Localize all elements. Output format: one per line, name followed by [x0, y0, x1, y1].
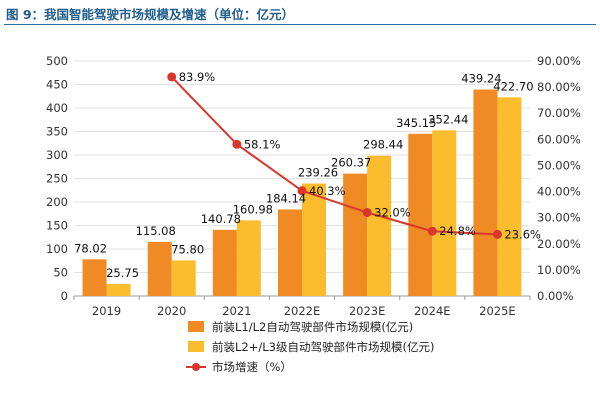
growth-point	[167, 72, 177, 82]
y-axis-left: 0 50 100 150 200 250 300 350 400 450 500	[46, 54, 68, 303]
growth-label: 23.6%	[504, 227, 541, 241]
legend-swatch-l1-l2	[188, 321, 204, 332]
x-axis: 2019 2020 2021 2022E 2023E 2024E 2025E	[73, 296, 531, 318]
bar-l2plus-l3	[367, 155, 392, 296]
bar-l2plus-l3	[236, 220, 261, 296]
title-rule	[4, 24, 596, 25]
growth-point	[232, 139, 242, 149]
growth-label: 24.8%	[439, 224, 476, 238]
y-left-tick: 200	[46, 195, 68, 209]
y-right-tick: 60.00%	[537, 132, 581, 146]
bar-l2plus-l3	[497, 97, 522, 297]
y-right-tick: 0.00%	[537, 289, 574, 303]
bar-l2plus-l3-label: 352.44	[428, 112, 468, 126]
y-right-tick: 20.00%	[537, 237, 581, 251]
bar-l1-l2-label: 115.08	[136, 224, 176, 238]
growth-label: 40.3%	[309, 184, 346, 198]
bar-l1-l2-label: 140.78	[201, 212, 241, 226]
bar-l2plus-l3-label: 239.26	[298, 166, 338, 180]
y-left-tick: 500	[46, 54, 68, 68]
bar-l2plus-l3-label: 75.80	[171, 242, 204, 256]
y-right-tick: 50.00%	[537, 158, 581, 172]
x-tick-label: 2023E	[349, 304, 386, 318]
y-right-tick: 40.00%	[537, 185, 581, 199]
y-right-tick: 70.00%	[537, 106, 581, 120]
y-right-tick: 10.00%	[537, 263, 581, 277]
growth-label: 58.1%	[244, 137, 281, 151]
x-tick-label: 2025E	[479, 304, 516, 318]
bar-l1-l2	[343, 173, 368, 296]
growth-line-series	[167, 72, 502, 239]
y-left-tick: 100	[46, 242, 68, 256]
bar-l1-l2	[212, 229, 237, 296]
legend: 前装L1/L2自动驾驶部件市场规模(亿元) 前装L2+/L3级自动驾驶部件市场规模…	[186, 320, 434, 374]
bar-l2plus-l3	[106, 283, 131, 296]
bar-l2plus-l3-label: 298.44	[363, 138, 403, 152]
growth-point	[427, 226, 437, 236]
y-left-tick: 400	[46, 101, 68, 115]
bar-l1-l2-label: 260.37	[331, 156, 371, 170]
bar-l1-l2	[147, 241, 172, 296]
y-left-tick: 250	[46, 172, 68, 186]
legend-swatch-growth-dot	[192, 363, 200, 371]
bar-l1-l2	[82, 259, 107, 296]
bar-l2plus-l3-label: 422.70	[493, 79, 533, 93]
legend-label-growth: 市场增速（%）	[212, 360, 292, 374]
bar-series	[82, 89, 522, 297]
legend-swatch-l2plus-l3	[188, 341, 204, 352]
figure-title: 图 9：我国智能驾驶市场规模及增速（单位：亿元）	[6, 7, 295, 22]
bar-l1-l2-label: 439.24	[461, 72, 501, 86]
growth-label: 83.9%	[179, 70, 216, 84]
bar-l2plus-l3-label: 25.75	[106, 266, 139, 280]
y-left-tick: 150	[46, 219, 68, 233]
bar-l1-l2	[408, 133, 433, 296]
y-left-tick: 0	[61, 289, 68, 303]
legend-label-l2plus-l3: 前装L2+/L3级自动驾驶部件市场规模(亿元)	[212, 340, 434, 354]
bar-l2plus-l3	[302, 183, 326, 296]
bar-l2plus-l3	[171, 260, 196, 296]
x-tick-label: 2022E	[284, 304, 321, 318]
x-tick-label: 2020	[157, 304, 186, 318]
y-axis-right: 0.00% 10.00% 20.00% 30.00% 40.00% 50.00% 60.00…	[537, 54, 581, 303]
bar-l1-l2	[473, 89, 498, 297]
growth-label: 32.0%	[374, 205, 411, 219]
y-left-tick: 450	[46, 78, 68, 92]
y-left-tick: 350	[46, 125, 68, 139]
y-right-tick: 30.00%	[537, 211, 581, 225]
growth-point	[362, 207, 372, 217]
x-tick-label: 2021	[222, 304, 251, 318]
bar-l1-l2-label: 345.15	[396, 116, 436, 130]
growth-line	[170, 76, 498, 236]
legend-label-l1-l2: 前装L1/L2自动驾驶部件市场规模(亿元)	[212, 320, 413, 334]
x-tick-label: 2024E	[414, 304, 451, 318]
y-left-tick: 300	[46, 148, 68, 162]
x-tick-label: 2019	[92, 304, 121, 318]
bar-l1-l2-label: 184.14	[266, 191, 306, 205]
bar-l2plus-l3	[432, 130, 457, 296]
bar-l2plus-l3-label: 160.98	[233, 202, 273, 216]
bar-l1-l2-label: 78.02	[74, 241, 107, 255]
bar-l1-l2	[278, 209, 302, 296]
y-left-tick: 50	[53, 266, 68, 280]
y-right-tick: 80.00%	[537, 80, 581, 94]
growth-point	[492, 229, 502, 239]
growth-point	[297, 186, 307, 196]
y-right-tick: 90.00%	[537, 54, 581, 68]
